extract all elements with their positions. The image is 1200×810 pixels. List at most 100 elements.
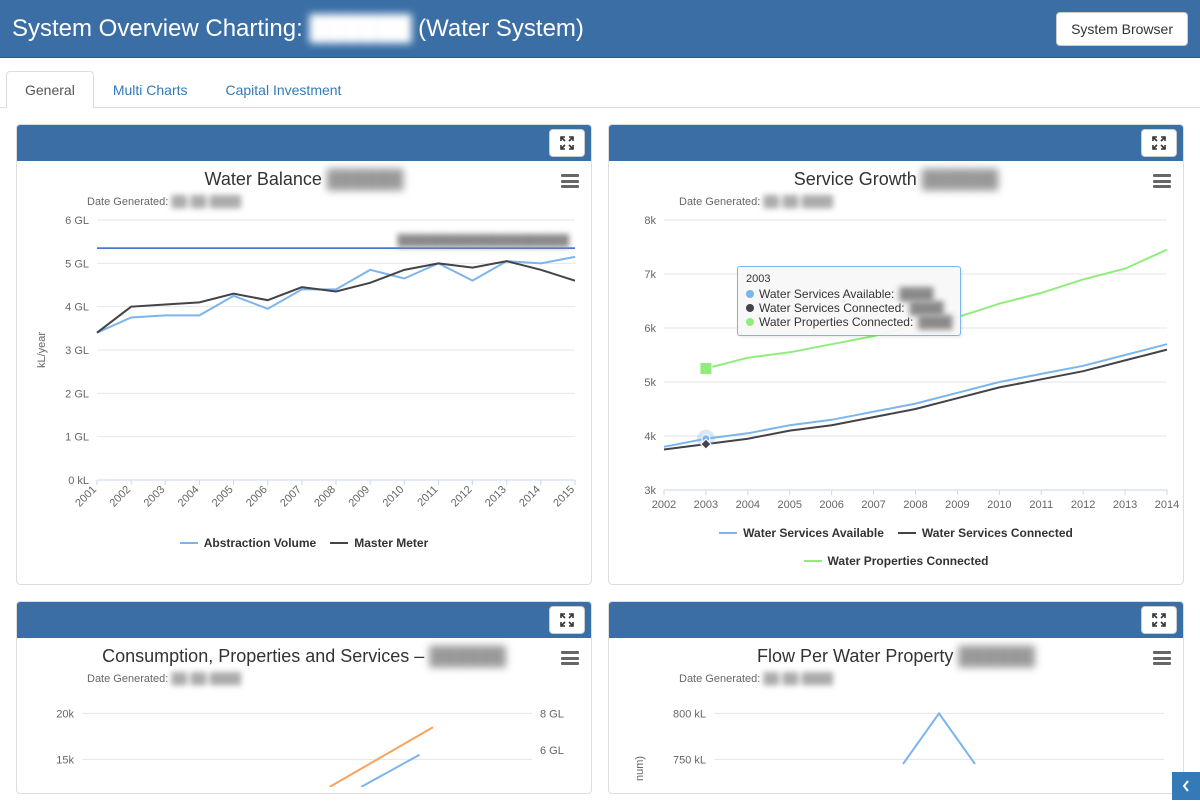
svg-text:2012: 2012: [449, 484, 475, 510]
svg-text:15k: 15k: [56, 754, 74, 766]
svg-text:2002: 2002: [652, 499, 676, 511]
svg-text:2013: 2013: [1113, 499, 1137, 511]
card-body: Service Growth ██████ Date Generated: ██…: [609, 161, 1183, 584]
chart-grid: Water Balance ██████ Date Generated: ██-…: [0, 108, 1200, 810]
svg-text:5k: 5k: [644, 377, 656, 389]
tab-multi-charts[interactable]: Multi Charts: [94, 71, 207, 108]
tab-bar: General Multi Charts Capital Investment: [0, 70, 1200, 108]
chart-title: Water Balance ██████: [27, 169, 581, 190]
chart-title: Flow Per Water Property ██████: [619, 646, 1173, 667]
svg-text:750 kL: 750 kL: [673, 754, 706, 766]
plot-service-growth: 3k4k5k6k7k8k2002200320042005200620072008…: [619, 210, 1173, 520]
chart-menu-button[interactable]: [559, 648, 581, 668]
svg-text:2003: 2003: [142, 484, 168, 510]
chart-menu-button[interactable]: [559, 171, 581, 191]
svg-text:8k: 8k: [644, 215, 656, 227]
svg-text:800 kL: 800 kL: [673, 708, 706, 720]
side-panel-toggle[interactable]: [1172, 772, 1200, 800]
chart-menu-button[interactable]: [1151, 648, 1173, 668]
legend-item-services-connected[interactable]: Water Services Connected: [898, 526, 1073, 540]
svg-text:2012: 2012: [1071, 499, 1095, 511]
card-consumption: Consumption, Properties and Services – █…: [16, 601, 592, 794]
svg-text:2015: 2015: [551, 484, 577, 510]
legend-item-properties-connected[interactable]: Water Properties Connected: [804, 554, 989, 568]
svg-text:2009: 2009: [346, 484, 372, 510]
svg-text:2001: 2001: [73, 484, 99, 510]
svg-text:3 GL: 3 GL: [65, 345, 89, 357]
date-generated: Date Generated: ██-██-████: [679, 196, 1173, 208]
tab-general[interactable]: General: [6, 71, 94, 108]
expand-button[interactable]: [549, 606, 585, 634]
system-browser-button[interactable]: System Browser: [1056, 12, 1188, 46]
svg-text:2004: 2004: [736, 499, 760, 511]
svg-text:2 GL: 2 GL: [65, 388, 89, 400]
tab-capital-investment[interactable]: Capital Investment: [207, 71, 361, 108]
svg-text:2007: 2007: [278, 484, 304, 510]
svg-text:██████████████████████: ██████████████████████: [398, 233, 570, 248]
svg-text:2010: 2010: [987, 499, 1011, 511]
svg-text:2011: 2011: [415, 484, 440, 509]
plot-flow-per-property: 750 kL 800 kL num): [619, 687, 1173, 787]
chart-menu-button[interactable]: [1151, 171, 1173, 191]
svg-text:2003: 2003: [694, 499, 718, 511]
svg-text:2005: 2005: [778, 499, 802, 511]
title-prefix: System Overview Charting:: [12, 15, 309, 42]
expand-icon: [1152, 613, 1166, 627]
legend-item-abstraction[interactable]: Abstraction Volume: [180, 536, 316, 550]
card-body: Consumption, Properties and Services – █…: [17, 638, 591, 793]
card-header-bar: [609, 602, 1183, 638]
svg-text:2007: 2007: [861, 499, 885, 511]
svg-text:7k: 7k: [644, 269, 656, 281]
svg-text:6 GL: 6 GL: [540, 745, 564, 757]
expand-icon: [1152, 136, 1166, 150]
svg-text:2008: 2008: [903, 499, 927, 511]
svg-text:2010: 2010: [381, 484, 407, 510]
system-name-redacted: ██████: [309, 15, 411, 42]
chart-title: Service Growth ██████: [619, 169, 1173, 190]
svg-text:2014: 2014: [1155, 499, 1179, 511]
svg-text:1 GL: 1 GL: [65, 432, 89, 444]
header-bar: System Overview Charting: ██████ (Water …: [0, 0, 1200, 58]
card-body: Water Balance ██████ Date Generated: ██-…: [17, 161, 591, 566]
svg-text:2013: 2013: [483, 484, 509, 510]
svg-text:6 GL: 6 GL: [65, 215, 89, 227]
svg-text:2006: 2006: [244, 484, 270, 510]
chevron-left-icon: [1181, 779, 1191, 793]
svg-text:4 GL: 4 GL: [65, 302, 89, 314]
expand-button[interactable]: [1141, 606, 1177, 634]
date-generated: Date Generated: ██-██-████: [87, 673, 581, 685]
svg-text:0 kL: 0 kL: [68, 475, 89, 487]
card-service-growth: Service Growth ██████ Date Generated: ██…: [608, 124, 1184, 585]
svg-text:2005: 2005: [210, 484, 236, 510]
card-flow-per-property: Flow Per Water Property ██████ Date Gene…: [608, 601, 1184, 794]
date-generated: Date Generated: ██-██-████: [87, 196, 581, 208]
expand-icon: [560, 136, 574, 150]
card-header-bar: [17, 125, 591, 161]
card-water-balance: Water Balance ██████ Date Generated: ██-…: [16, 124, 592, 585]
svg-text:kL/year: kL/year: [36, 332, 48, 368]
expand-icon: [560, 613, 574, 627]
date-generated: Date Generated: ██-██-████: [679, 673, 1173, 685]
card-header-bar: [17, 602, 591, 638]
plot-consumption: 15k 20k 6 GL 8 GL: [27, 687, 581, 787]
page-title: System Overview Charting: ██████ (Water …: [12, 15, 584, 43]
svg-text:2008: 2008: [312, 484, 338, 510]
svg-text:2002: 2002: [107, 484, 133, 510]
svg-text:2006: 2006: [819, 499, 843, 511]
expand-button[interactable]: [549, 129, 585, 157]
card-body: Flow Per Water Property ██████ Date Gene…: [609, 638, 1183, 793]
svg-text:2011: 2011: [1029, 499, 1053, 511]
expand-button[interactable]: [1141, 129, 1177, 157]
plot-water-balance: 0 kL 1 GL 2 GL 3 GL 4 GL 5 GL 6 GL 2001 2002 2003…: [27, 210, 581, 530]
svg-text:2004: 2004: [176, 484, 202, 510]
svg-text:20k: 20k: [56, 708, 74, 720]
svg-text:2014: 2014: [517, 484, 543, 510]
legend-item-master-meter[interactable]: Master Meter: [330, 536, 428, 550]
legend-item-services-available[interactable]: Water Services Available: [719, 526, 884, 540]
svg-text:8 GL: 8 GL: [540, 708, 564, 720]
legend-service-growth: Water Services Available Water Services …: [619, 520, 1173, 578]
svg-text:4k: 4k: [644, 431, 656, 443]
svg-text:num): num): [634, 756, 646, 781]
svg-text:3k: 3k: [644, 485, 656, 497]
svg-text:5 GL: 5 GL: [65, 258, 89, 270]
